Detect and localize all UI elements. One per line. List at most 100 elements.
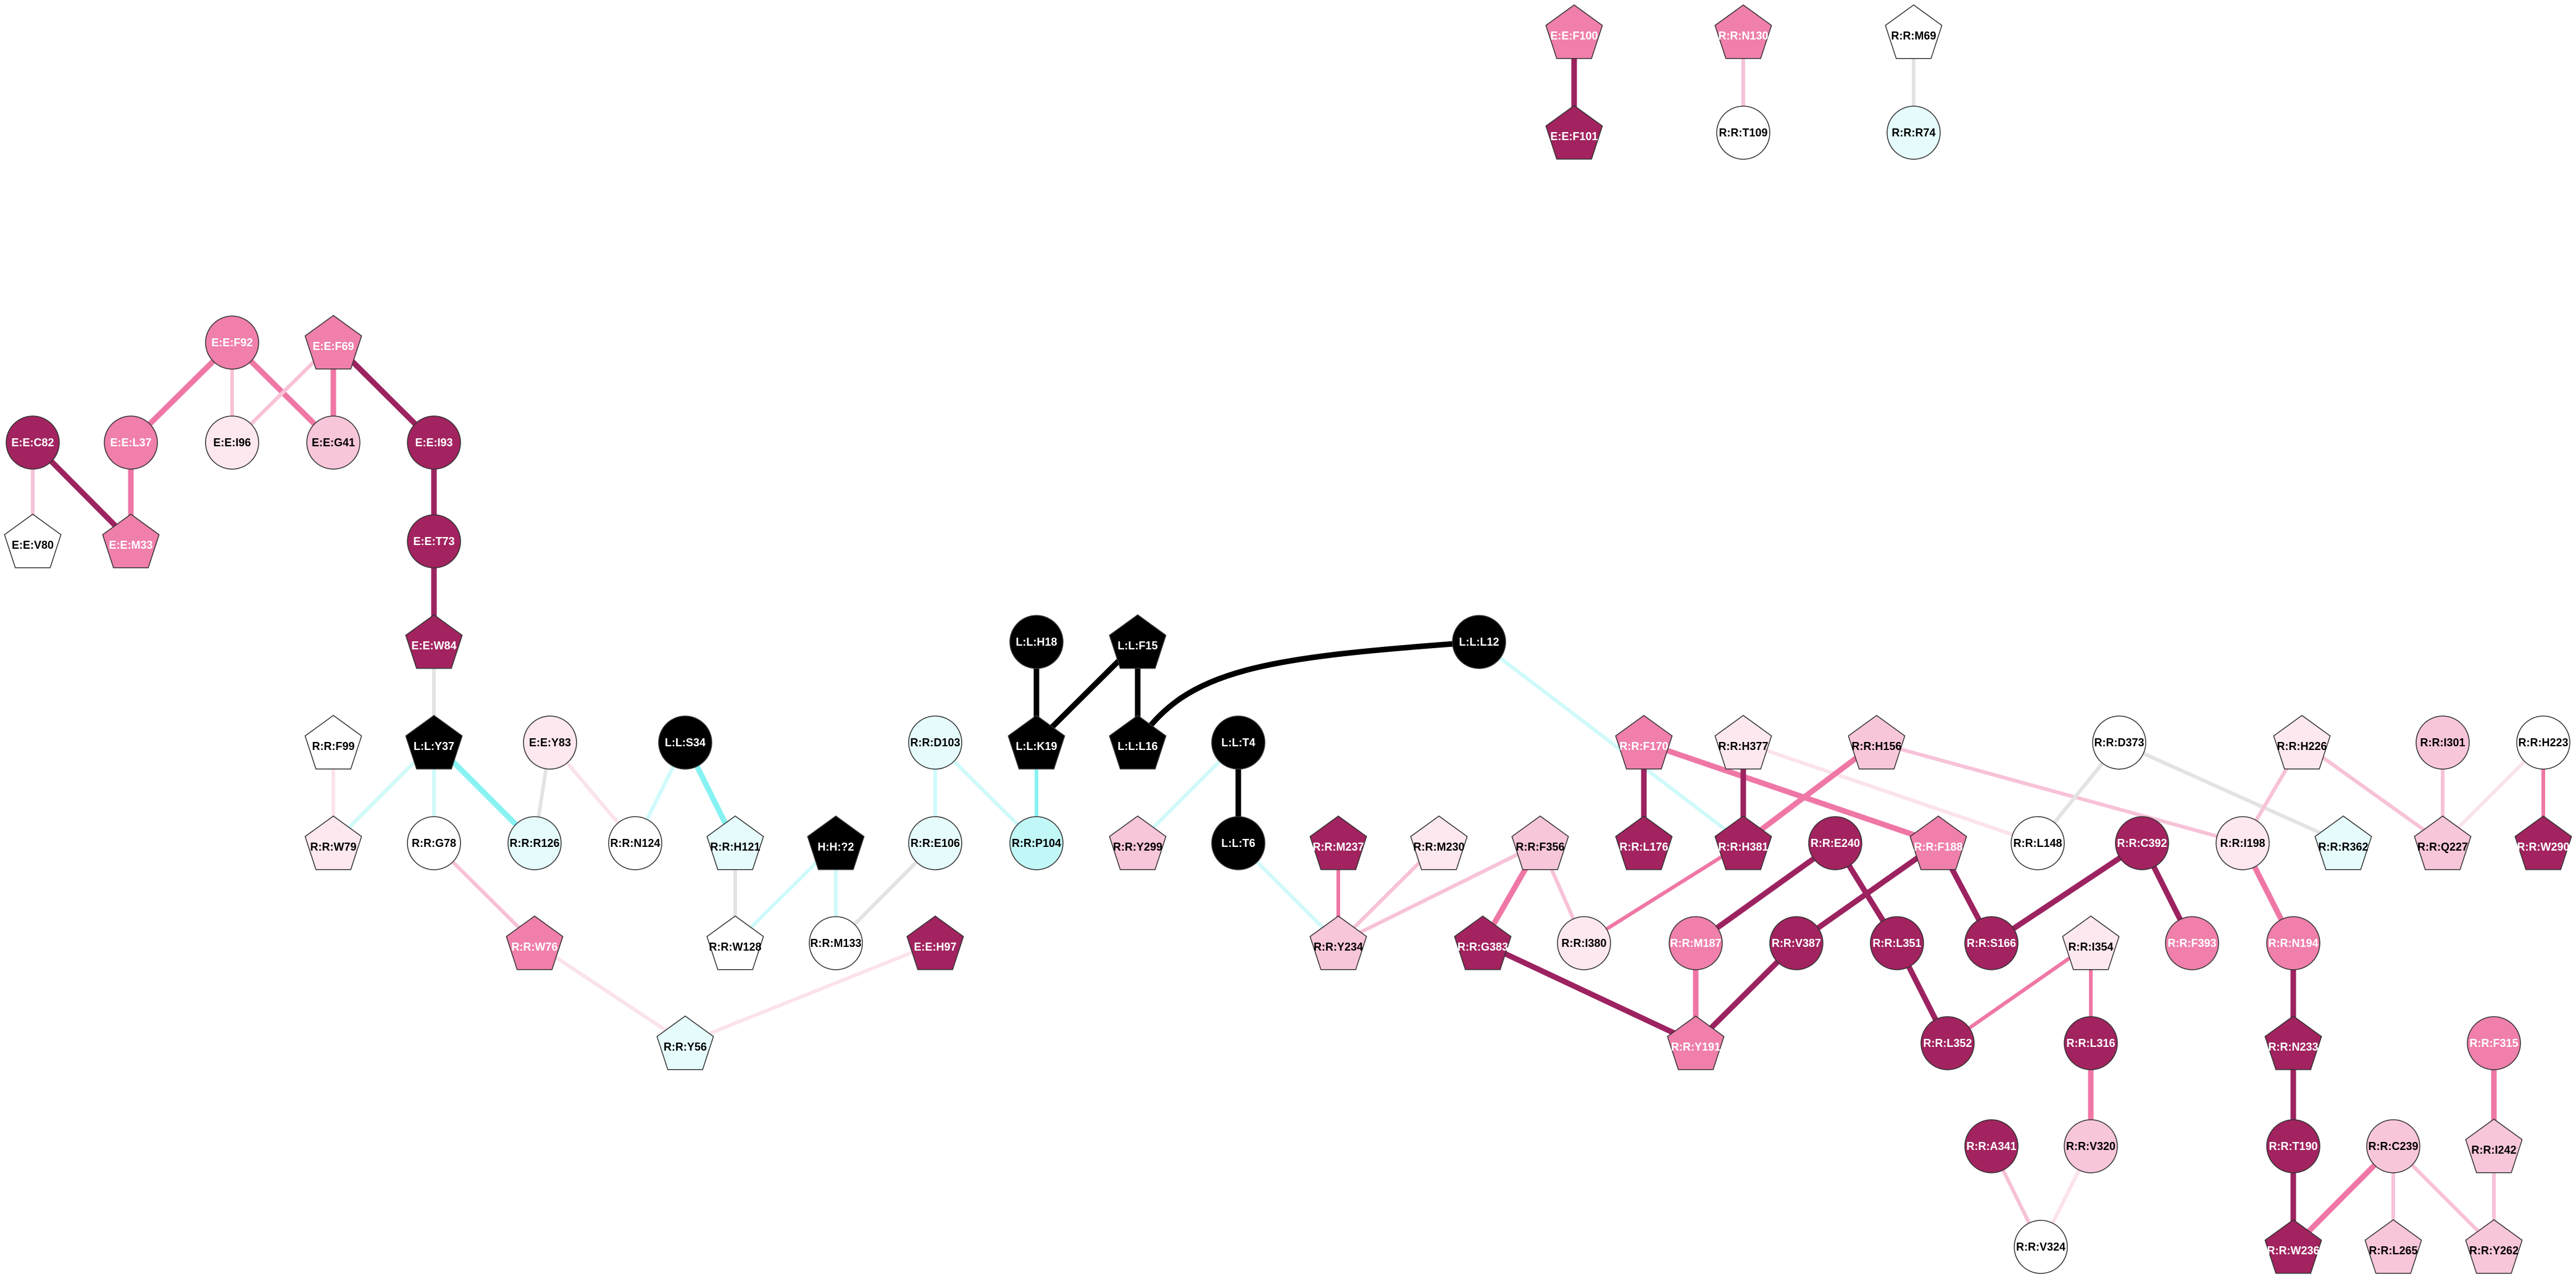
node-label: R:R:V324 [2016, 1241, 2065, 1253]
node-shape-pentagon [1109, 715, 1167, 770]
node-shape-circle [2266, 1119, 2320, 1173]
node-label: R:R:M69 [1891, 30, 1936, 42]
node-shape-pentagon [1454, 915, 1512, 970]
edge-r-r-h226--r-r-q227 [2300, 741, 2445, 845]
node-label: E:E:M33 [109, 539, 152, 551]
node-r-r-m187: R:R:M187 [1669, 916, 1723, 970]
node-shape-pentagon [1007, 715, 1065, 770]
node-shape-pentagon [2062, 915, 2120, 970]
node-e-e-f69: E:E:F69 [304, 315, 362, 370]
node-l-l-l12: L:L:L12 [1452, 615, 1506, 669]
edge-r-r-e240--r-r-m187 [1693, 840, 1838, 946]
node-r-r-y234: R:R:Y234 [1309, 915, 1367, 970]
node-label: L:L:Y37 [414, 740, 454, 752]
node-label: R:R:F393 [2167, 937, 2216, 949]
node-r-r-w79: R:R:W79 [304, 815, 362, 870]
node-shape-circle [2416, 715, 2470, 770]
node-label: R:R:V320 [2066, 1140, 2115, 1152]
node-r-r-l176: R:R:L176 [1615, 815, 1673, 870]
node-label: R:R:N124 [610, 837, 660, 849]
node-shape-circle [1452, 615, 1506, 669]
node-r-r-r362: R:R:R362 [2314, 815, 2372, 870]
node-shape-circle [205, 315, 259, 370]
node-shape-pentagon [2273, 715, 2331, 770]
node-shape-circle [809, 916, 863, 970]
node-shape-pentagon [304, 815, 362, 870]
node-shape-circle [306, 415, 361, 470]
node-r-r-y299: R:R:Y299 [1109, 815, 1167, 870]
node-shape-circle [2064, 1016, 2118, 1070]
node-shape-circle [2266, 916, 2320, 970]
edge-r-r-g383--r-r-y191 [1480, 940, 1699, 1046]
node-shape-pentagon [4, 514, 62, 569]
node-shape-circle [407, 514, 461, 569]
node-shape-circle [1211, 816, 1265, 870]
node-shape-circle [1669, 916, 1723, 970]
node-shape-pentagon [1410, 815, 1468, 870]
node-e-e-w84: E:E:W84 [405, 614, 463, 669]
node-label: E:E:Y83 [529, 736, 571, 749]
node-e-e-c82: E:E:C82 [6, 415, 60, 470]
node-shape-pentagon [1714, 815, 1772, 870]
node-r-r-f188: R:R:F188 [1909, 815, 1967, 870]
node-shape-circle [1870, 916, 1924, 970]
node-r-r-w290: R:R:W290 [2514, 815, 2572, 870]
node-shape-circle [2215, 816, 2270, 870]
node-e-e-f101: E:E:F101 [1545, 105, 1603, 160]
node-shape-pentagon [1545, 105, 1603, 160]
node-shape-circle [608, 816, 662, 870]
node-shape-pentagon [1714, 715, 1772, 770]
node-label: R:R:Q227 [2417, 841, 2468, 853]
node-l-l-s34: L:L:S34 [658, 715, 712, 770]
node-label: R:R:W128 [709, 941, 761, 953]
edge-e-e-h97--r-r-y56 [683, 941, 937, 1045]
edge-r-r-h381--r-r-i380 [1582, 841, 1745, 945]
node-e-e-t73: E:E:T73 [407, 514, 461, 569]
node-label: R:R:W79 [311, 841, 357, 853]
node-shape-circle [1009, 615, 1064, 669]
edge-r-r-c392--r-r-s166 [1988, 840, 2145, 946]
node-label: L:L:T6 [1222, 837, 1256, 849]
node-label: R:R:Y234 [1314, 941, 1363, 953]
node-label: R:R:S166 [1967, 937, 2016, 949]
node-e-e-i96: E:E:I96 [205, 415, 259, 470]
node-label: R:R:W76 [512, 941, 558, 953]
node-r-r-f99: R:R:F99 [304, 715, 362, 770]
node-label: R:R:F188 [1914, 841, 1962, 853]
node-shape-pentagon [506, 915, 564, 970]
nodes-layer: E:E:F100 E:E:F101 R:R:N130 R:R:T109 R:R:M69 R… [4, 4, 2572, 1274]
node-shape-pentagon [2465, 1219, 2523, 1274]
node-l-l-y37: L:L:Y37 [405, 715, 463, 770]
node-r-r-h226: R:R:H226 [2273, 715, 2331, 770]
node-shape-circle [1716, 106, 1770, 160]
node-label: R:R:Y299 [1113, 841, 1162, 853]
edge-r-r-h377--r-r-l148 [1741, 741, 2040, 845]
edge-r-r-i354--r-r-l352 [1946, 941, 2093, 1045]
node-label: R:R:I242 [2471, 1144, 2516, 1156]
node-label: R:R:V387 [1772, 937, 1821, 949]
node-r-r-f315: R:R:F315 [2467, 1016, 2521, 1070]
node-e-e-i93: E:E:I93 [407, 415, 461, 470]
node-l-l-t6: L:L:T6 [1211, 816, 1265, 870]
node-r-r-w236: R:R:W236 [2264, 1219, 2322, 1274]
node-r-r-m230: R:R:M230 [1410, 815, 1468, 870]
node-shape-pentagon [2264, 1219, 2322, 1274]
node-shape-circle [205, 415, 259, 470]
node-label: R:R:A341 [1966, 1140, 2016, 1152]
node-shape-pentagon [2364, 1219, 2422, 1274]
node-shape-circle [1211, 715, 1265, 770]
node-shape-circle [523, 715, 577, 770]
node-r-r-i242: R:R:I242 [2465, 1119, 2523, 1173]
node-r-r-h377: R:R:H377 [1714, 715, 1772, 770]
node-shape-pentagon [706, 815, 764, 870]
node-e-e-v80: E:E:V80 [4, 514, 62, 569]
node-label: E:E:I93 [415, 436, 452, 449]
node-r-r-l352: R:R:L352 [1920, 1016, 1975, 1070]
node-r-r-f393: R:R:F393 [2165, 916, 2219, 970]
edge-r-r-f170--r-r-f188 [1641, 739, 1941, 846]
node-shape-circle [104, 415, 158, 470]
node-r-r-l148: R:R:L148 [2011, 816, 2065, 870]
node-r-r-e106: R:R:E106 [908, 816, 962, 870]
node-r-r-y56: R:R:Y56 [656, 1015, 714, 1070]
node-label: R:R:C239 [2368, 1140, 2418, 1152]
